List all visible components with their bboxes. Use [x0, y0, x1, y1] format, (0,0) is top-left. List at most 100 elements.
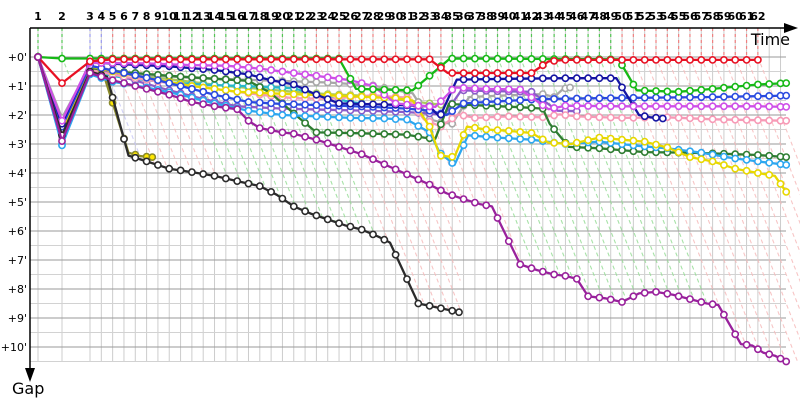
- series-marker-red: [731, 56, 740, 64]
- x-tick-label: 38: [479, 10, 494, 23]
- series-marker-green: [686, 86, 694, 95]
- series-marker-yellow: [731, 164, 740, 173]
- mark-passing-diagonal: [734, 56, 800, 225]
- series-marker-royal: [595, 94, 604, 103]
- mark-passing-diagonal: [338, 56, 438, 307]
- series-marker-magenta: [289, 69, 298, 77]
- series-marker-red: [414, 55, 423, 64]
- series-marker-black: [357, 225, 366, 234]
- series-marker-navy: [584, 74, 592, 83]
- series-marker-green: [742, 81, 751, 90]
- series-marker-red: [652, 56, 660, 64]
- series-marker-yellow: [782, 187, 791, 196]
- mark-passing-diagonal: [530, 56, 627, 300]
- series-marker-royal: [176, 82, 185, 90]
- series-marker-yellow: [425, 122, 434, 131]
- series-marker-black: [187, 168, 196, 176]
- series-marker-pink: [572, 112, 581, 121]
- series-marker-pink: [561, 111, 570, 119]
- series-marker-magenta: [782, 103, 791, 111]
- x-tick-label: 55: [671, 10, 686, 23]
- series-marker-red: [267, 55, 275, 64]
- series-marker-black: [380, 235, 389, 244]
- series-marker-cyan: [267, 83, 275, 92]
- series-marker-deepsky: [357, 114, 366, 122]
- series-marker-gray: [301, 77, 309, 86]
- series-marker-deepsky: [301, 112, 309, 120]
- x-tick-label: 21: [286, 10, 301, 23]
- series-marker-magenta: [708, 102, 717, 111]
- series-marker-magenta: [482, 85, 491, 93]
- series-marker-yellow: [244, 88, 253, 97]
- series-marker-yellow: [550, 138, 558, 147]
- series-marker-black: [448, 306, 457, 315]
- series-marker-magenta: [403, 100, 411, 109]
- series-marker-purple: [697, 298, 706, 306]
- series-marker-purple: [391, 165, 400, 174]
- series-marker-darkgreen: [312, 128, 321, 137]
- series-marker-red: [403, 55, 411, 64]
- series-marker-red: [120, 55, 128, 64]
- x-tick-label: 9: [154, 10, 162, 23]
- series-marker-pink: [606, 113, 615, 122]
- series-marker-purple: [233, 105, 242, 114]
- series-marker-magenta: [663, 102, 672, 111]
- x-tick-label: 51: [626, 10, 641, 23]
- series-marker-magenta: [459, 84, 468, 92]
- series-marker-green: [414, 81, 423, 90]
- series-marker-purple: [459, 195, 468, 203]
- series-marker-red: [255, 55, 264, 64]
- series-marker-deepsky: [782, 160, 791, 169]
- series-marker-yellow: [663, 143, 672, 152]
- x-tick-label: 49: [603, 10, 618, 23]
- series-marker-royal: [618, 94, 626, 102]
- series-marker-purple: [187, 98, 196, 106]
- series-marker-royal: [470, 98, 479, 107]
- y-tick-label: +5': [8, 196, 27, 209]
- series-marker-purple: [504, 237, 513, 246]
- series-marker-pink: [686, 114, 694, 123]
- series-marker-pink: [595, 113, 604, 122]
- series-marker-purple: [34, 53, 42, 61]
- series-marker-purple: [199, 100, 208, 108]
- series-marker-purple: [436, 186, 445, 195]
- series-marker-purple: [482, 201, 491, 210]
- series-marker-royal: [482, 98, 491, 106]
- series-marker-magenta: [538, 101, 547, 110]
- series-marker-yellow: [708, 157, 717, 166]
- mark-passing-diagonal: [100, 56, 142, 159]
- gap-axis-arrow-icon: [25, 368, 35, 382]
- series-marker-red: [312, 55, 321, 64]
- series-marker-royal: [538, 95, 547, 103]
- series-marker-magenta: [561, 101, 570, 110]
- series-marker-yellow: [561, 139, 570, 148]
- series-marker-red: [380, 55, 389, 64]
- x-tick-label: 17: [241, 10, 256, 23]
- series-marker-purple: [584, 292, 592, 301]
- series-marker-magenta: [436, 97, 445, 106]
- series-marker-magenta: [674, 102, 683, 111]
- series-marker-magenta: [244, 63, 253, 72]
- series-marker-pink: [482, 113, 491, 122]
- series-marker-purple: [357, 150, 366, 159]
- series-marker-purple: [765, 350, 774, 359]
- series-marker-pink: [459, 111, 468, 120]
- series-marker-deepsky: [731, 154, 740, 163]
- x-tick-label: 13: [196, 10, 211, 23]
- series-marker-royal: [754, 92, 762, 101]
- x-tick-label: 11: [173, 10, 188, 23]
- series-marker-yellow: [436, 151, 445, 160]
- series-marker-black: [312, 211, 321, 220]
- mark-passing-diagonal: [632, 56, 746, 345]
- x-tick-label: 18: [252, 10, 267, 23]
- x-tick-label: 25: [331, 10, 346, 23]
- series-marker-pink: [674, 113, 683, 122]
- mark-passing-diagonal: [406, 56, 463, 199]
- series-marker-red: [572, 56, 581, 64]
- mark-passing-diagonal: [134, 56, 180, 171]
- series-marker-royal: [153, 76, 162, 85]
- series-marker-purple: [538, 267, 547, 276]
- mark-passing-diagonal: [372, 56, 461, 281]
- series-marker-magenta: [652, 102, 660, 111]
- mark-passing-diagonal: [112, 56, 155, 164]
